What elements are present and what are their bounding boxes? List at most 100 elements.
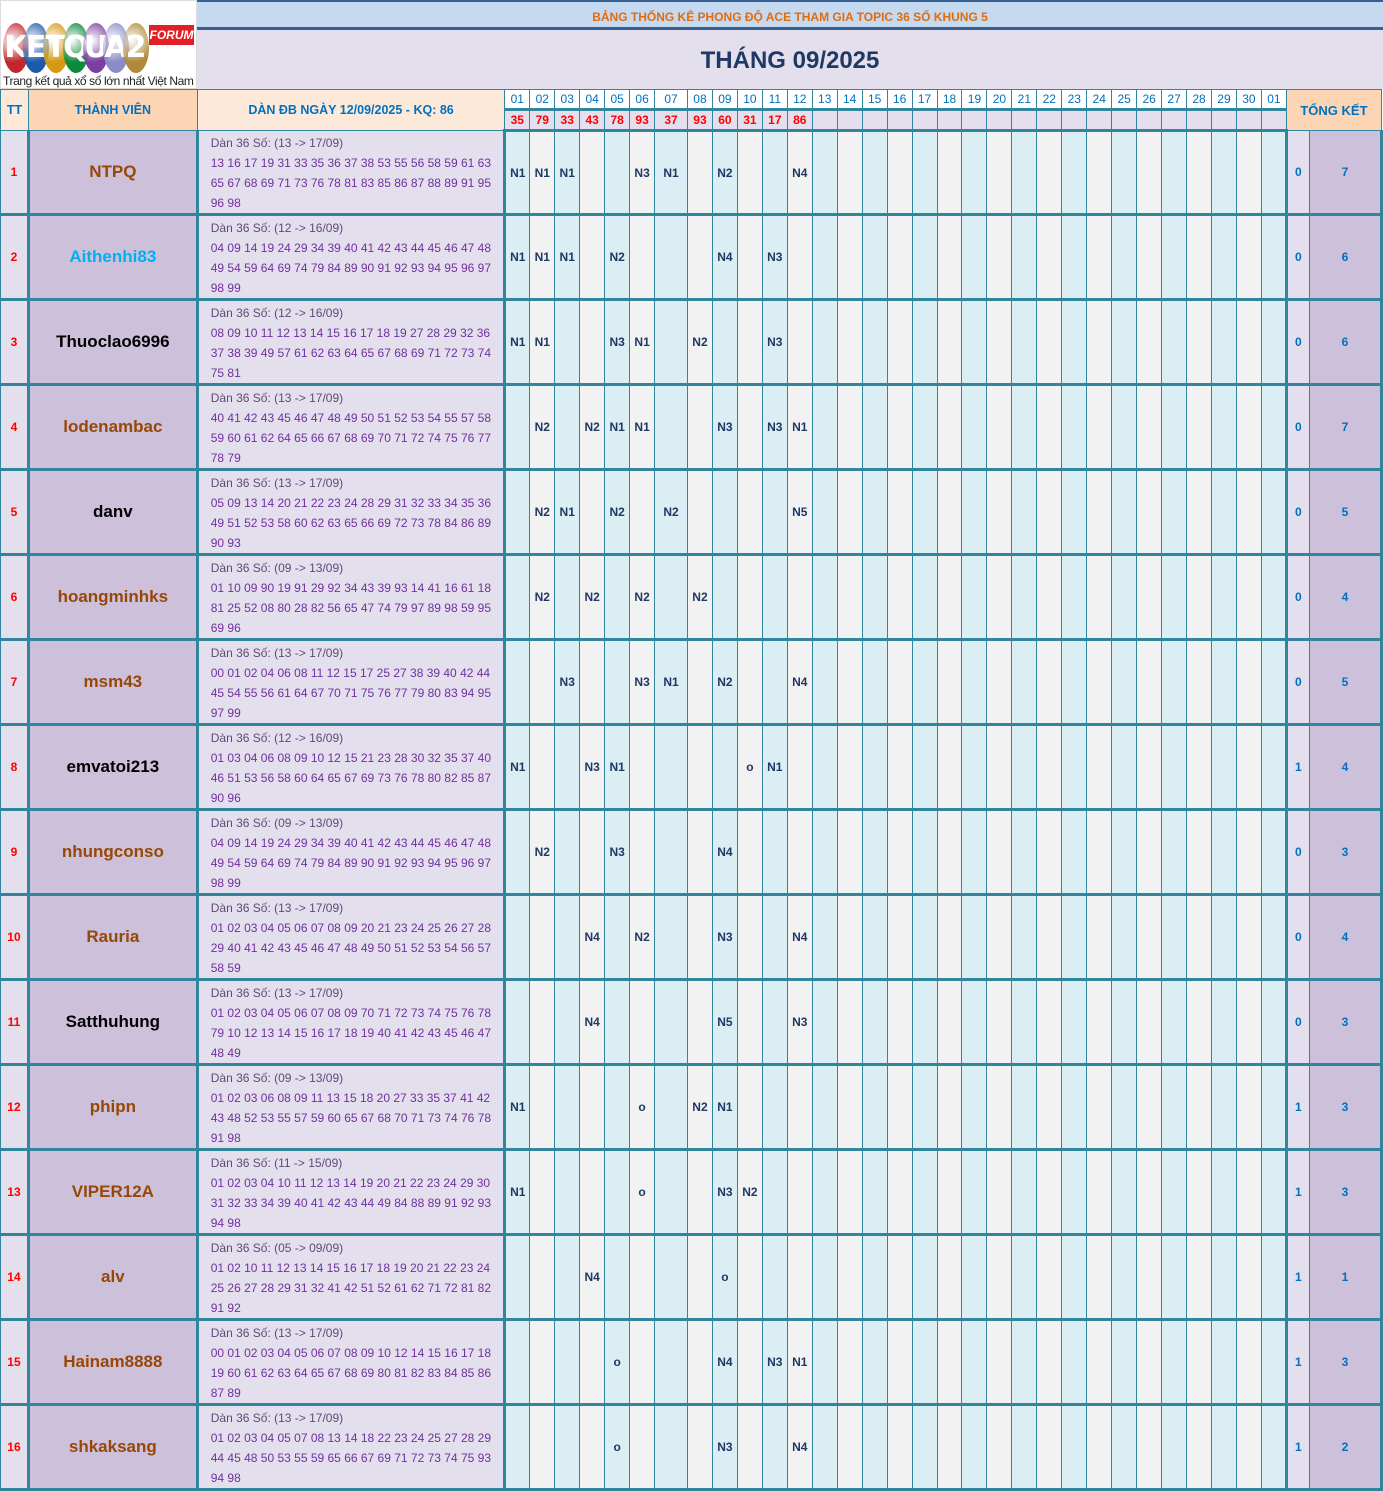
- member-name: alv: [26, 1234, 199, 1321]
- day-mark: [886, 979, 913, 1066]
- win-count: 1: [1284, 724, 1310, 811]
- day-mark: [1086, 130, 1113, 216]
- day-mark: [654, 1404, 688, 1491]
- day-header: 10: [736, 89, 763, 111]
- day-mark: [811, 554, 838, 641]
- day-mark: N3: [786, 979, 813, 1066]
- dan-list: 01 02 03 04 05 06 07 08 09 20 21 23 24 2…: [210, 921, 491, 975]
- day-mark: [961, 1319, 988, 1406]
- day-mark: [1111, 1064, 1138, 1151]
- day-result: 17: [761, 109, 788, 132]
- day-mark: [529, 1404, 556, 1491]
- day-mark: N2: [604, 214, 631, 301]
- day-header: 23: [1061, 89, 1088, 111]
- day-mark: [811, 299, 838, 386]
- row-number: 16: [0, 1404, 29, 1491]
- day-header: 22: [1036, 89, 1063, 111]
- win-count: 0: [1284, 809, 1310, 896]
- day-result: [911, 109, 938, 132]
- day-mark: [1061, 809, 1088, 896]
- member-name: shkaksang: [26, 1404, 199, 1491]
- day-mark: [936, 809, 963, 896]
- total-count: 3: [1308, 1149, 1383, 1236]
- day-mark: [1211, 1404, 1237, 1491]
- member-name: Hainam8888: [26, 1319, 199, 1406]
- dan-numbers: Dàn 36 Số: (09 -> 13/09) 01 10 09 90 19 9…: [196, 554, 507, 641]
- day-mark: [936, 639, 963, 726]
- day-mark: [529, 894, 556, 981]
- day-mark: [1211, 1319, 1237, 1406]
- day-header: 09: [711, 89, 738, 111]
- day-mark: N1: [629, 384, 656, 471]
- day-mark: [911, 214, 938, 301]
- day-mark: [861, 1404, 888, 1491]
- day-mark: [861, 554, 888, 641]
- day-mark: [886, 639, 913, 726]
- day-mark: [1161, 1404, 1188, 1491]
- day-mark: [1235, 1404, 1262, 1491]
- day-mark: [1086, 299, 1113, 386]
- day-header: 17: [911, 89, 938, 111]
- day-mark: [1186, 1064, 1212, 1151]
- day-mark: [1086, 639, 1113, 726]
- day-mark: [1260, 724, 1287, 811]
- day-result: [836, 109, 863, 132]
- day-mark: N2: [686, 1064, 713, 1151]
- row-number: 2: [0, 214, 29, 301]
- day-mark: N1: [554, 214, 581, 301]
- day-mark: [1136, 130, 1163, 216]
- day-mark: [579, 469, 606, 556]
- day-mark: [1111, 1319, 1138, 1406]
- header-total: TỔNG KẾT: [1285, 89, 1383, 131]
- day-mark: [579, 1149, 606, 1236]
- day-mark: [836, 384, 863, 471]
- day-mark: N3: [711, 1404, 738, 1491]
- member-row: 5 danv Dàn 36 Số: (13 -> 17/09) 05 09 13 14…: [0, 469, 1383, 556]
- day-mark: N5: [786, 469, 813, 556]
- day-mark: [986, 979, 1013, 1066]
- day-mark: [1036, 469, 1063, 556]
- dan-range: Dàn 36 Số: (12 -> 16/09): [210, 221, 344, 235]
- day-mark: [1260, 1234, 1287, 1321]
- win-count: 1: [1284, 1404, 1310, 1491]
- day-mark: [786, 214, 813, 301]
- day-mark: [1186, 809, 1212, 896]
- day-result: [936, 109, 963, 132]
- day-mark: [886, 724, 913, 811]
- day-mark: [1260, 809, 1287, 896]
- day-mark: [761, 554, 788, 641]
- day-mark: [1036, 979, 1063, 1066]
- dan-range: Dàn 36 Số: (12 -> 16/09): [210, 731, 344, 745]
- stats-table: TT THÀNH VIÊN DÀN ĐB NGÀY 12/09/2025 - KQ:…: [0, 89, 1383, 1491]
- day-mark: [836, 1234, 863, 1321]
- day-result: [1061, 109, 1088, 132]
- day-mark: [1186, 1404, 1212, 1491]
- day-mark: N4: [786, 639, 813, 726]
- day-mark: [1186, 130, 1212, 216]
- day-mark: [736, 130, 763, 216]
- day-mark: [1211, 214, 1237, 301]
- day-mark: [1211, 554, 1237, 641]
- day-mark: [861, 979, 888, 1066]
- day-mark: [1235, 809, 1262, 896]
- day-mark: [1111, 1234, 1138, 1321]
- member-row: 4 lodenambac Dàn 36 Số: (13 -> 17/09) 40 41…: [0, 384, 1383, 471]
- day-mark: N1: [529, 130, 556, 216]
- dan-list: 01 03 04 06 08 09 10 12 15 21 23 28 30 3…: [210, 751, 491, 805]
- dan-numbers: Dàn 36 Số: (13 -> 17/09) 00 01 02 03 04 0…: [196, 1319, 507, 1406]
- day-mark: [1011, 1149, 1038, 1236]
- day-header: 21: [1011, 89, 1038, 111]
- day-mark: [1011, 299, 1038, 386]
- day-mark: [1061, 469, 1088, 556]
- day-mark: [936, 554, 963, 641]
- dan-list: 04 09 14 19 24 29 34 39 40 41 42 43 44 4…: [210, 241, 491, 295]
- day-mark: [1036, 1234, 1063, 1321]
- day-mark: N3: [761, 384, 788, 471]
- day-mark: [861, 214, 888, 301]
- day-mark: [1036, 1149, 1063, 1236]
- day-result: [961, 109, 988, 132]
- day-mark: [1086, 1064, 1113, 1151]
- day-mark: [1260, 384, 1287, 471]
- day-mark: [1086, 1234, 1113, 1321]
- total-count: 2: [1308, 1404, 1383, 1491]
